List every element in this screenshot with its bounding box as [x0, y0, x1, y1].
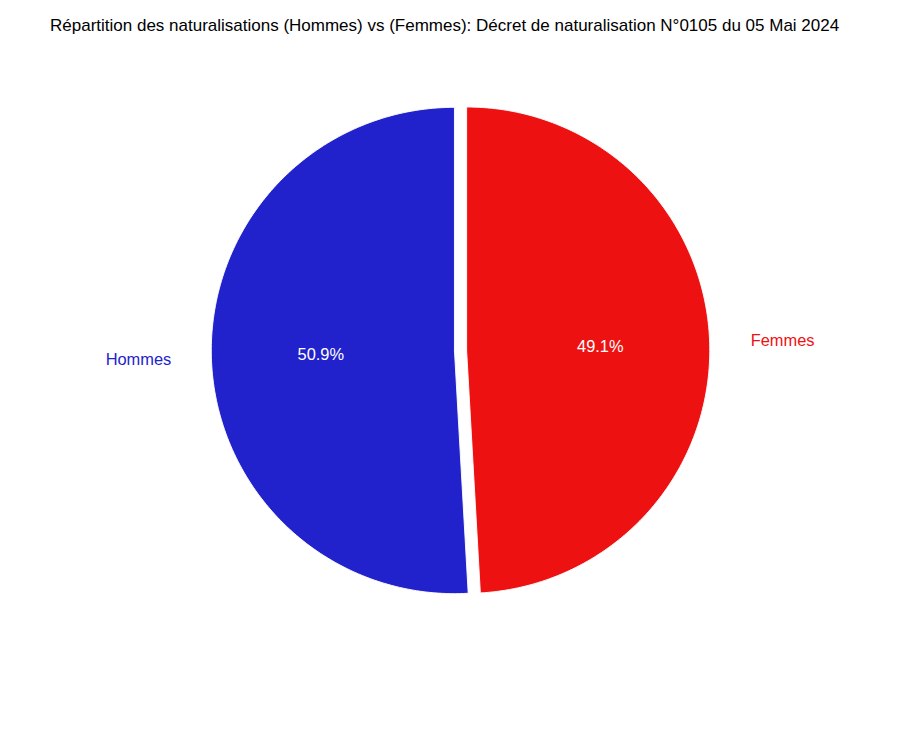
html-text:Répartition des naturalisation: Répartition des naturalisations (Hommes)…: [50, 16, 840, 35]
svg-text:Femmes: Femmes: [751, 331, 815, 349]
svg-text:50.9%: 50.9%: [298, 345, 345, 363]
svg-text:Hommes: Hommes: [106, 350, 172, 368]
svg-text:49.1%: 49.1%: [577, 337, 624, 355]
